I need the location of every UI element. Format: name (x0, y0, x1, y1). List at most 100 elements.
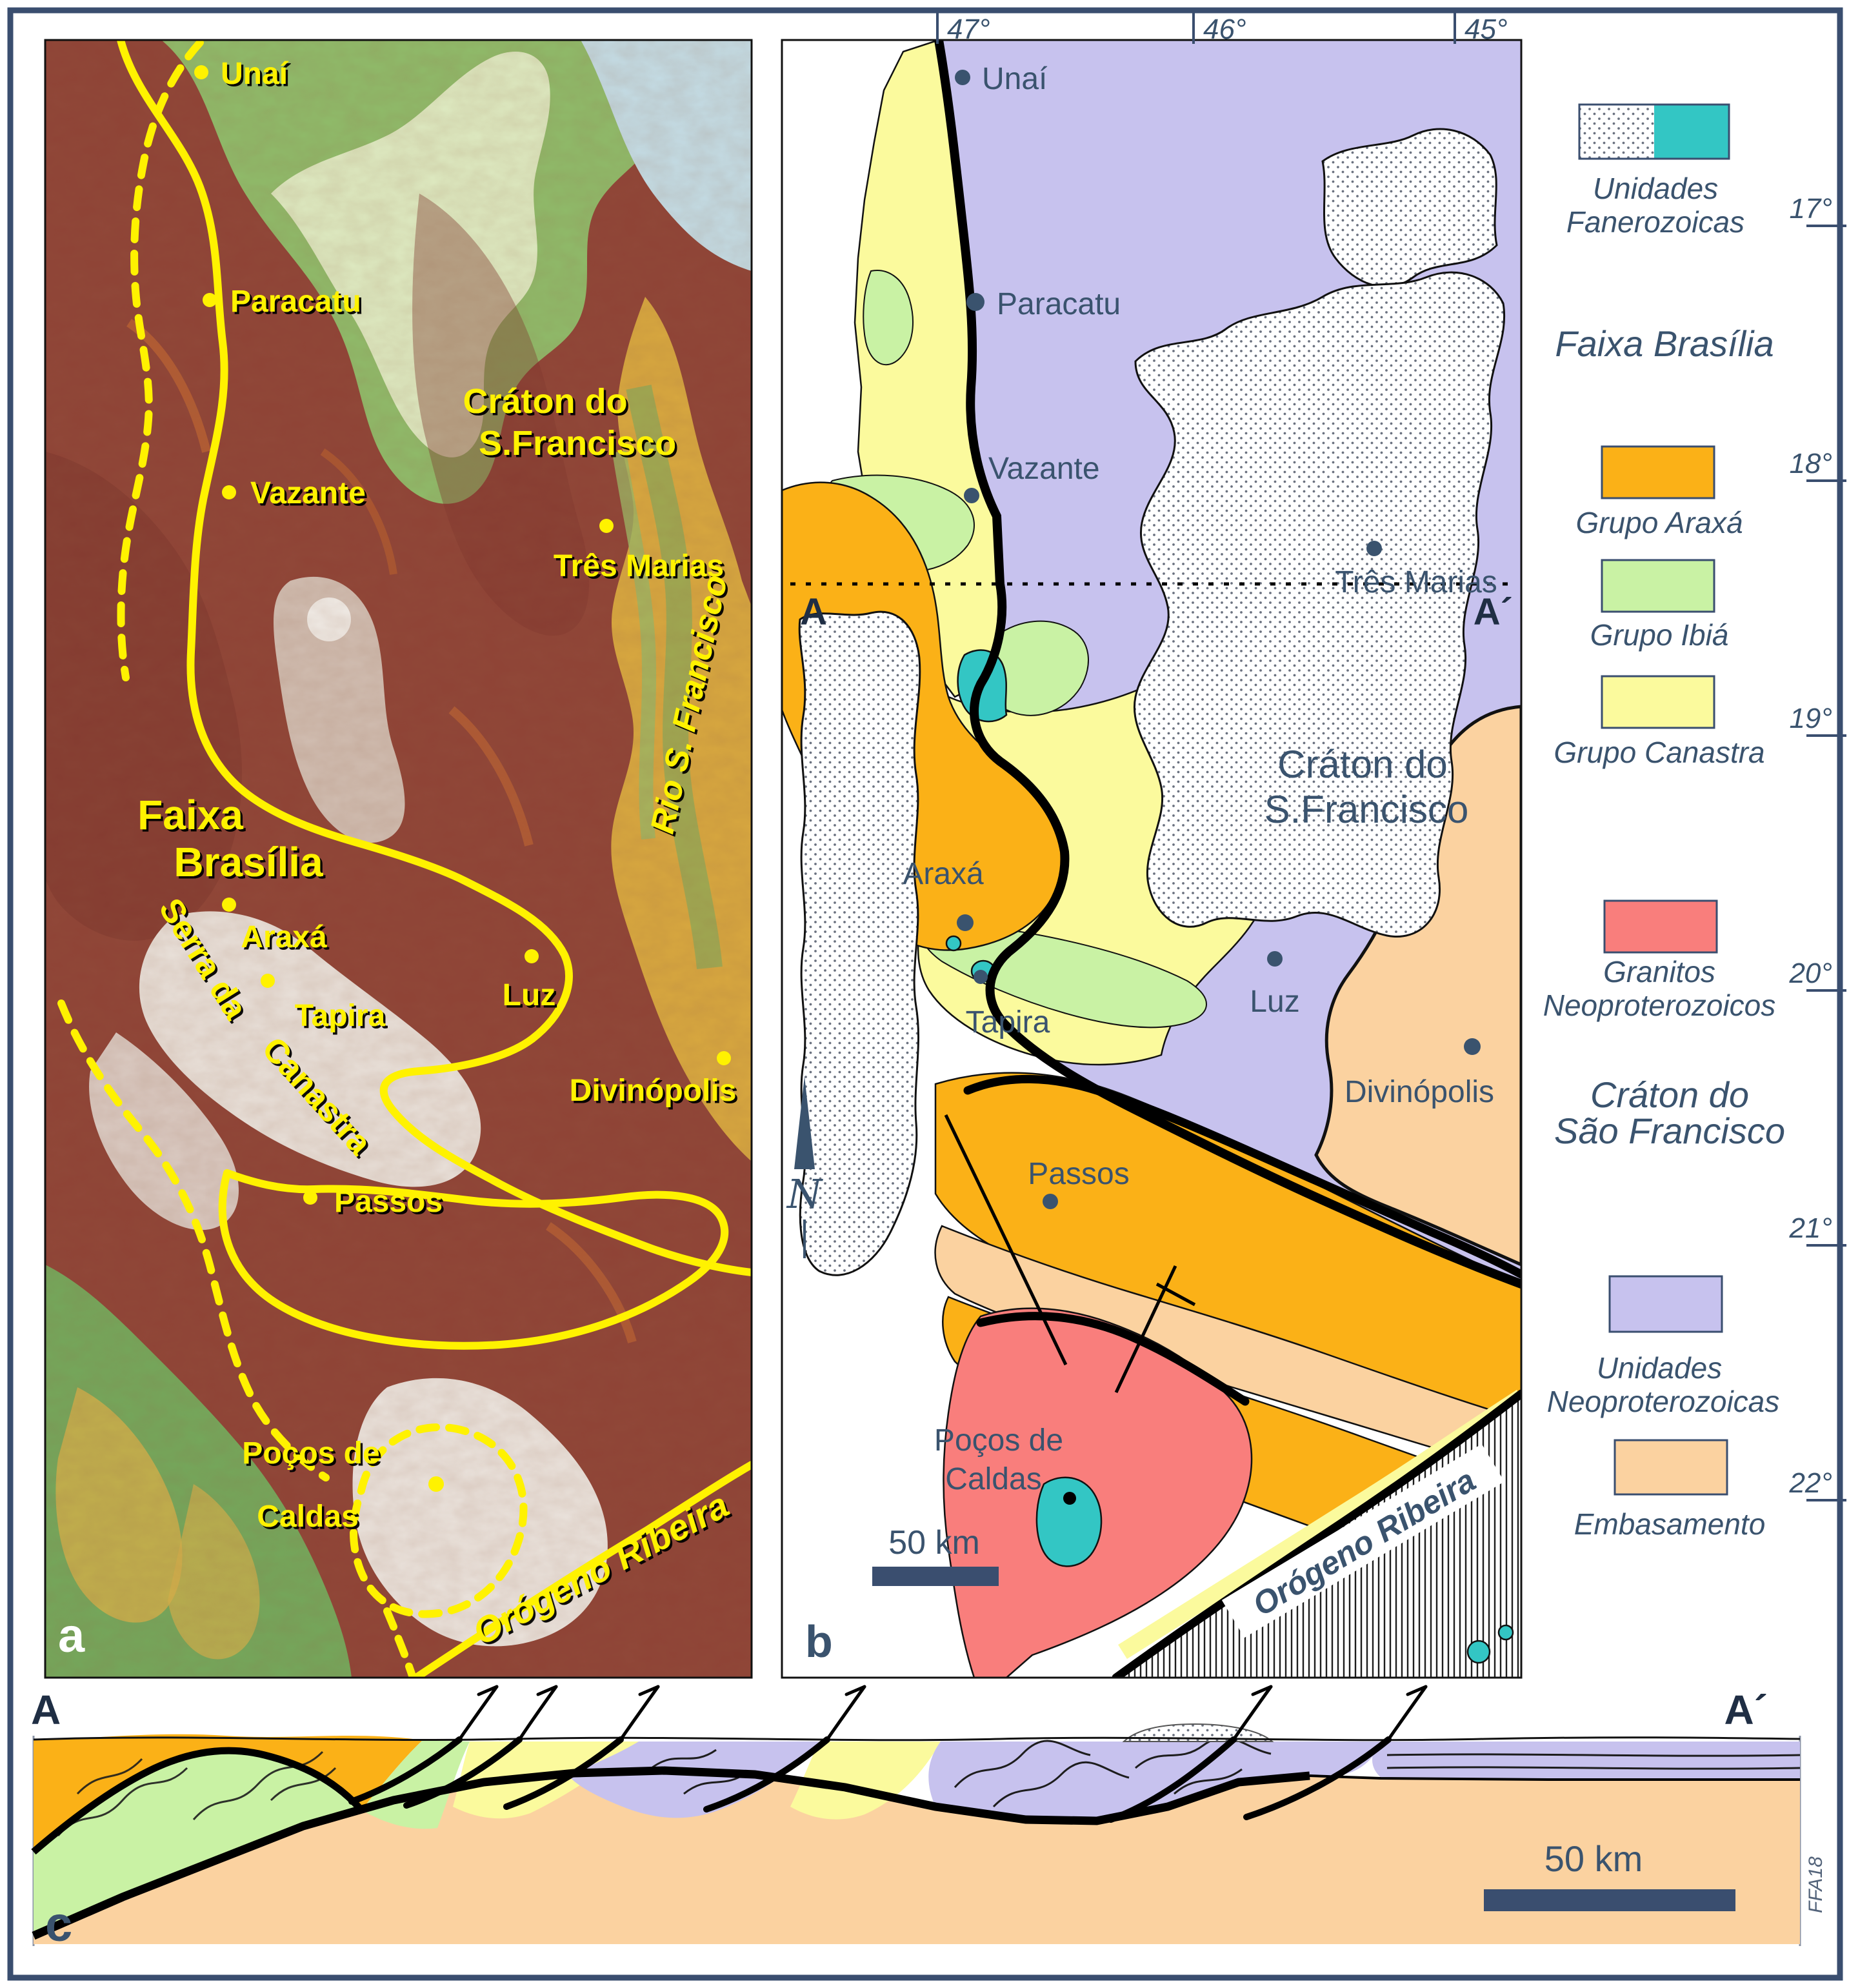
xsec-canastra-2 (790, 1742, 941, 1820)
lat-label-20: 20° (1788, 958, 1832, 989)
figure-outer-border (7, 7, 1843, 1981)
b-city-vazante: Vazante (988, 452, 1100, 486)
b-city-passos: Passos (1028, 1157, 1129, 1191)
legend-header-faixa: Faixa Brasília (1555, 323, 1774, 364)
legend-swatch-ibia (1601, 559, 1715, 613)
panel-a-relief-map: Unaí Paracatu Vazante Três Marias Araxá … (45, 40, 752, 1678)
lat-label-19: 19° (1789, 703, 1832, 734)
c-scale-text: 50 km (1544, 1838, 1643, 1879)
xsec-neoprot-flat (1372, 1742, 1800, 1780)
legend-ibia: Grupo Ibiá (1590, 618, 1729, 652)
b-craton-1: Cráton do (1277, 743, 1448, 786)
city-label-vazante: Vazante (250, 476, 366, 510)
legend-granitos-1: Granitos (1603, 955, 1715, 989)
legend-swatch-araxa (1601, 445, 1715, 499)
legend-fanerozoicas-2: Fanerozoicas (1566, 205, 1744, 239)
legend-canastra: Grupo Canastra (1554, 736, 1764, 769)
b-city-unai: Unaí (982, 62, 1048, 96)
unit-ibia-sliver-n (863, 270, 914, 366)
legend-neoprot-2: Neoproterozoicas (1547, 1385, 1780, 1418)
right-axis: 17° 18° 19° 20° 21° 22° (1788, 193, 1846, 1501)
faixa-brasilia-front-line (117, 40, 752, 1276)
c-section-a: A (31, 1687, 61, 1733)
legend-neoprot-1: Unidades (1597, 1351, 1722, 1385)
lat-label-18: 18° (1789, 448, 1832, 479)
xsec-neoprot-big-folds (954, 1736, 1272, 1808)
xsec-thrust-traces (348, 1685, 1428, 1823)
panel-a-tectonic-lines (57, 40, 752, 1678)
lon-label-46: 46° (1203, 14, 1246, 45)
b-pocos-1: Poços de (934, 1423, 1063, 1458)
panel-b-labels: Unaí Paracatu Vazante Três Marias Araxá … (903, 62, 1497, 1496)
legend-header-craton-2: São Francisco (1554, 1110, 1785, 1151)
region-label-faixa-1: Faixa (137, 792, 243, 838)
legend-araxa: Grupo Araxá (1575, 506, 1743, 539)
lat-label-21: 21° (1788, 1212, 1832, 1244)
b-scale-bar (872, 1567, 999, 1586)
orogeno-ribeira-line (412, 1461, 752, 1678)
legend-swatch-embasamento (1614, 1439, 1728, 1496)
legend-header-craton-1: Cráton do (1590, 1074, 1749, 1115)
unit-fanerozoic-patches (798, 128, 1506, 1276)
region-label-craton-2: S.Francisco (479, 424, 676, 463)
xsec-araxa-folds (57, 1751, 337, 1836)
panel-c-letter: c (45, 1897, 72, 1952)
panel-a-border (44, 39, 753, 1679)
passos-klippe-line (218, 1169, 728, 1350)
legend-swatch-neoprot (1608, 1275, 1723, 1333)
city-label-divinopolis: Divinópolis (570, 1074, 737, 1108)
xsec-neoprot-1 (568, 1742, 819, 1818)
b-craton-2: S.Francisco (1264, 788, 1469, 831)
label-pocos-1: Poços de (242, 1436, 379, 1471)
legend: Unidades Fanerozoicas Faixa Brasília Gru… (1543, 103, 1785, 1541)
xsec-ibia-sliver (361, 1740, 470, 1829)
lat-label-22: 22° (1788, 1467, 1832, 1499)
unit-granitos-blob (943, 1307, 1253, 1678)
xsec-ibia-wedge (34, 1751, 361, 1936)
lat-label-17: 17° (1789, 193, 1832, 225)
panel-b-city-dots (955, 70, 1481, 1505)
b-scale-text: 50 km (888, 1524, 980, 1561)
city-label-tapira: Tapira (295, 999, 386, 1033)
xsec-surface (33, 1736, 1801, 1742)
xsec-neoprot-big (928, 1742, 1382, 1821)
region-label-faixa-2: Brasília (174, 839, 323, 885)
city-label-araxa: Araxá (241, 920, 327, 954)
b-city-paracatu: Paracatu (997, 287, 1121, 321)
city-label-unai: Unaí (221, 57, 289, 91)
c-section-a-prime: A´ (1724, 1687, 1768, 1733)
label-pocos-2: Caldas (257, 1500, 358, 1534)
dashed-pocos-ring (350, 1423, 528, 1618)
lon-label-45: 45° (1464, 14, 1508, 45)
legend-fanerozoicas-1: Unidades (1593, 172, 1718, 205)
city-label-luz: Luz (503, 978, 556, 1012)
legend-swatch-granitos (1603, 899, 1718, 954)
legend-embasamento: Embasamento (1574, 1507, 1766, 1541)
b-pocos-2: Caldas (945, 1462, 1041, 1496)
city-label-passos: Passos (334, 1185, 443, 1219)
legend-swatch-fanerozoicas (1578, 103, 1730, 160)
panel-b-border (781, 39, 1523, 1679)
xsec-araxa (34, 1734, 423, 1852)
b-city-tapira: Tapira (966, 1005, 1050, 1039)
panel-a-letter: a (58, 1609, 85, 1662)
top-axis: 47° 46° 45° (936, 12, 1508, 45)
lon-label-47: 47° (947, 14, 990, 45)
c-credit: FFA18 (1805, 1856, 1826, 1913)
legend-swatch-canastra (1601, 675, 1715, 729)
b-city-araxa: Araxá (903, 857, 984, 891)
city-label-paracatu: Paracatu (230, 285, 361, 319)
section-label-a: A (800, 591, 827, 633)
b-city-divinopolis: Divinópolis (1344, 1075, 1494, 1109)
panel-a-city-dots (194, 65, 731, 1492)
dashed-limit-north (117, 40, 204, 681)
dashed-limit-south (57, 999, 330, 1481)
panel-b-letter: b (805, 1616, 833, 1667)
section-label-a-prime: A´ (1474, 591, 1513, 633)
panel-c-cross-section: A A´ (31, 1685, 1826, 1952)
region-label-craton-1: Cráton do (463, 382, 628, 421)
legend-granitos-2: Neoproterozoicos (1543, 989, 1776, 1022)
unit-ibia-band-araxa (921, 925, 1207, 1029)
